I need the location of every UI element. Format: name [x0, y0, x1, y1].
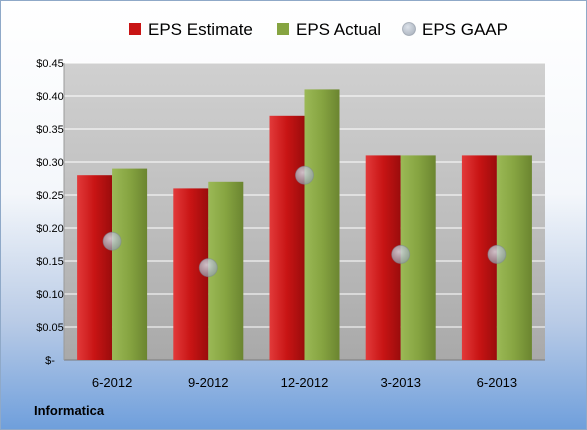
- x-tick-label: 3-2013: [380, 375, 420, 390]
- gaap-marker: [198, 258, 218, 278]
- y-tick-label: $0.05: [36, 322, 64, 334]
- y-tick-label: $0.30: [36, 157, 64, 169]
- y-tick-label: $0.35: [36, 124, 64, 136]
- company-name: Informatica: [34, 403, 105, 418]
- gaap-marker: [295, 165, 314, 185]
- bars: [77, 89, 532, 361]
- legend: EPS Estimate EPS Actual EPS GAAP: [129, 20, 508, 39]
- gaap-markers: [102, 165, 507, 278]
- y-tick-label: $0.15: [36, 256, 64, 268]
- x-tick-label: 6-2012: [92, 375, 132, 390]
- gaap-marker: [487, 244, 507, 264]
- y-tick-label: $0.45: [36, 58, 64, 70]
- y-tick-label: $-: [45, 355, 55, 367]
- gaap-marker: [102, 231, 122, 251]
- y-tick-label: $0.40: [36, 91, 64, 103]
- legend-label: EPS Actual: [296, 20, 381, 39]
- y-tick-label: $0.10: [36, 289, 64, 301]
- x-tick-label: 9-2012: [188, 375, 228, 390]
- bar-eps-estimate: [269, 115, 305, 360]
- bar-eps-estimate: [77, 175, 113, 360]
- x-tick-label: 12-2012: [281, 375, 329, 390]
- gaap-marker: [391, 244, 411, 264]
- legend-label: EPS Estimate: [148, 20, 253, 39]
- y-tick-label: $0.25: [36, 190, 64, 202]
- bar-eps-actual: [304, 89, 340, 361]
- legend-label: EPS GAAP: [422, 20, 508, 39]
- x-axis-ticks: 6-2012 9-2012 12-2012 3-2013 6-2013: [92, 375, 517, 390]
- y-axis-ticks: $- $0.05 $0.10 $0.15 $0.20 $0.25 $0.30 $0.35 $0.…: [36, 58, 64, 367]
- legend-swatch: [129, 23, 141, 35]
- y-tick-label: $0.20: [36, 223, 64, 235]
- legend-swatch: [277, 23, 289, 35]
- x-tick-label: 6-2013: [477, 375, 517, 390]
- bar-eps-actual: [112, 168, 148, 360]
- legend-swatch: [402, 22, 416, 36]
